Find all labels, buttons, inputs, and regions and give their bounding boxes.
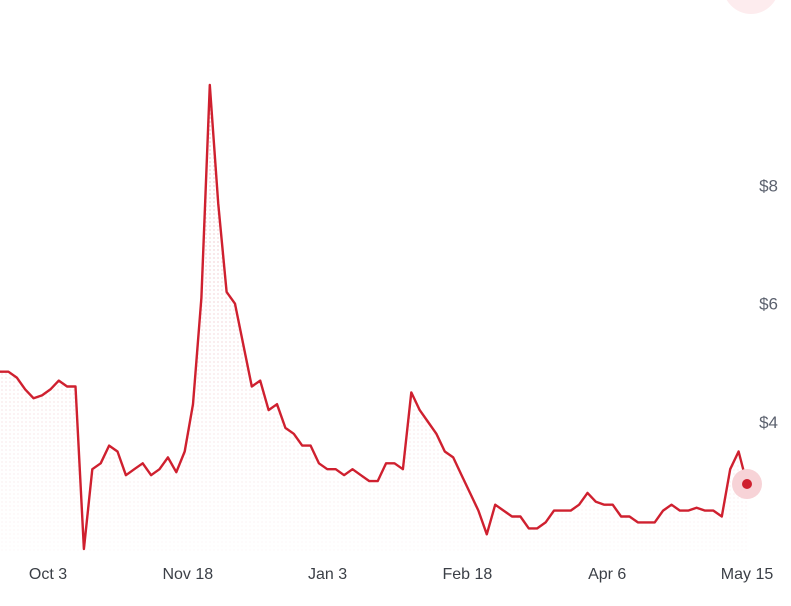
x-tick-label: Jan 3 [308,566,347,583]
corner-decoration [726,0,776,14]
x-axis: Oct 3 Nov 18 Jan 3 Feb 18 Apr 6 May 15 [29,566,773,583]
x-tick-label: May 15 [721,566,774,583]
x-tick-label: Feb 18 [442,566,492,583]
x-tick-label: Nov 18 [162,566,213,583]
x-tick-label: Oct 3 [29,566,67,583]
x-tick-label: Apr 6 [588,566,626,583]
y-tick-label: $6 [759,295,778,314]
current-price-dot [742,479,752,490]
y-axis: $4 $6 $8 [759,177,778,432]
y-tick-label: $4 [759,413,778,432]
y-tick-label: $8 [759,177,778,196]
price-line [0,83,749,551]
